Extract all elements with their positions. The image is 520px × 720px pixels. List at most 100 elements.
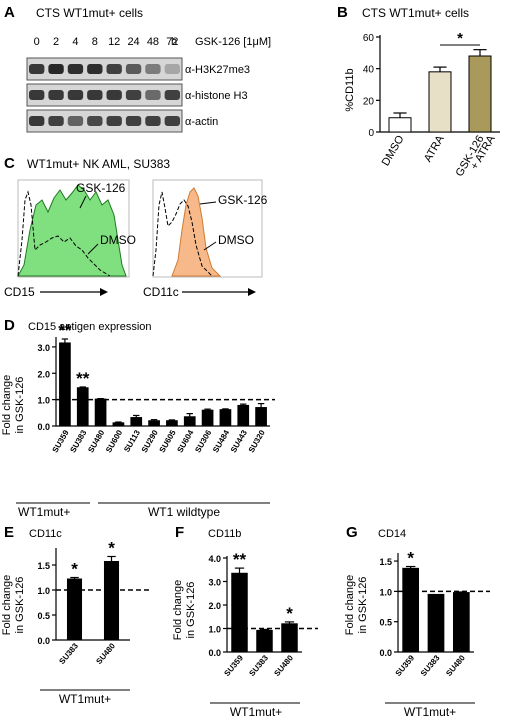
cd15-axis-label: CD15 (4, 285, 35, 299)
panel-g: CD14 Fold change in GSK-126 0.0 0.5 1.0 1.5… (344, 528, 490, 719)
bar (231, 572, 248, 653)
category-label: SU359 (222, 653, 245, 678)
blot-band (164, 90, 180, 100)
blot-band (164, 64, 180, 74)
y-tick-label: 20 (363, 96, 375, 107)
blot-band (48, 116, 64, 126)
blot-band (106, 116, 122, 126)
bar (468, 55, 492, 133)
timepoint-label: 72 (166, 36, 178, 48)
blot-band (164, 116, 180, 126)
blot-band (67, 64, 84, 74)
histogram-frame-cd11c (152, 179, 263, 278)
treatment-label: GSK-126 [1μM] (195, 36, 271, 48)
timepoint-label: 4 (72, 36, 78, 48)
chart-d: 0.01.02.03.0**SU359**SU383SU480SU600SU11… (37, 321, 275, 454)
chart-g: 0.0 0.5 1.0 1.5 * SU359 SU383 SU480 (379, 549, 490, 678)
panel-a: CTS WT1mut+ cells 0 2 4 8 12 24 48 72 h GSK-126… (26, 6, 271, 133)
y-tick-label: 0.5 (37, 611, 50, 621)
blot-band (48, 64, 64, 74)
y-tick-label: 1.0 (379, 587, 392, 597)
significance-marker: * (457, 30, 463, 47)
blot-band (145, 90, 161, 100)
panel-letter-b: B (337, 4, 348, 21)
panel-f-title: CD11b (208, 528, 241, 540)
panel-letter-f: F (175, 524, 184, 541)
y-tick-label: 3.0 (37, 343, 50, 353)
y-tick-label: 0.0 (379, 648, 392, 658)
timepoint-label: 12 (108, 36, 120, 48)
blot-band (125, 116, 142, 126)
western-blots (26, 57, 183, 133)
blot-strip (26, 57, 183, 81)
panel-d-ylabel-1: Fold change (1, 375, 13, 436)
panel-f-ylabel-2: in GSK-126 (185, 582, 197, 639)
bar (94, 398, 107, 427)
panel-d-title: CD15 antigen expression (28, 321, 152, 333)
y-tick-label: 2.0 (208, 601, 221, 611)
panel-e: CD11c Fold change in GSK-126 0.0 0.5 1.0 1.… (1, 528, 150, 706)
panel-a-title: CTS WT1mut+ cells (36, 6, 143, 20)
panel-b: CTS WT1mut+ cells %CD11b 0 20 40 60 DMSO ATRA… (344, 6, 500, 179)
panel-b-title: CTS WT1mut+ cells (362, 6, 469, 20)
bar (201, 409, 214, 427)
significance-marker: ** (58, 321, 72, 340)
blot-label-actin: α-actin (185, 116, 218, 128)
panel-g-ylabel-1: Fold change (344, 575, 356, 636)
panel-e-ylabel-2: in GSK-126 (14, 577, 26, 634)
panel-f-ylabel-1: Fold change (172, 580, 184, 641)
bar (428, 71, 452, 133)
category-label: SU320 (247, 428, 267, 454)
blot-band (125, 64, 142, 74)
y-tick-label: 1.0 (208, 625, 221, 635)
cd11c-dmso-pointer (203, 241, 217, 251)
panel-g-title: CD14 (378, 528, 406, 540)
bar (219, 409, 232, 427)
blot-label-h3k27me3: α-H3K27me3 (185, 64, 250, 76)
blot-band (145, 64, 161, 74)
bar (166, 420, 178, 427)
timepoint-label: 24 (127, 36, 139, 48)
y-tick-label: 3.0 (208, 578, 221, 588)
group-label-g: WT1mut+ (404, 705, 456, 719)
group-label-f: WT1mut+ (230, 705, 282, 719)
bar (427, 593, 445, 653)
significance-marker: * (286, 604, 293, 623)
panel-f: CD11b Fold change in GSK-126 0.0 1.0 2.0 3.… (172, 528, 318, 719)
cd15-dmso-label: DMSO (100, 233, 136, 247)
chart-f: 0.0 1.0 2.0 3.0 4.0 ** SU359 SU383 * SU480 (208, 550, 318, 678)
y-tick-label: 0.0 (208, 648, 221, 658)
panel-letter-g: G (346, 524, 358, 541)
histogram-gsk126-cd15 (17, 184, 127, 277)
blot-strip (26, 109, 183, 133)
y-tick-label: 1.5 (379, 557, 392, 567)
panel-d: CD15 antigen expression Fold change in G… (1, 321, 275, 519)
bar (130, 417, 143, 427)
significance-marker: * (108, 539, 115, 558)
bar (112, 422, 125, 427)
cd15-gsk126-pointer (79, 195, 87, 209)
category-label: DMSO (380, 133, 407, 168)
cd11c-gsk126-label: GSK-126 (218, 193, 268, 207)
bar (76, 387, 89, 427)
category-label: SU383 (419, 653, 442, 678)
panel-e-ylabel-1: Fold change (1, 575, 13, 636)
category-label: SU480 (94, 641, 117, 666)
blot-strip (26, 83, 183, 107)
panel-b-ylabel: %CD11b (344, 68, 356, 111)
cd15-dmso-pointer (87, 243, 99, 255)
cd15-gsk126-label: GSK-126 (76, 181, 126, 195)
blot-band (29, 116, 45, 126)
bar (402, 567, 420, 653)
time-unit-label: h (171, 36, 177, 48)
panel-g-ylabel-2: in GSK-126 (357, 577, 369, 634)
y-tick-label: 60 (363, 33, 375, 44)
timepoint-label: 48 (147, 36, 159, 48)
blot-band (106, 64, 122, 74)
panel-letter-e: E (4, 524, 14, 541)
category-label: ATRA (422, 133, 447, 164)
bar (183, 416, 196, 427)
bar (237, 404, 250, 427)
